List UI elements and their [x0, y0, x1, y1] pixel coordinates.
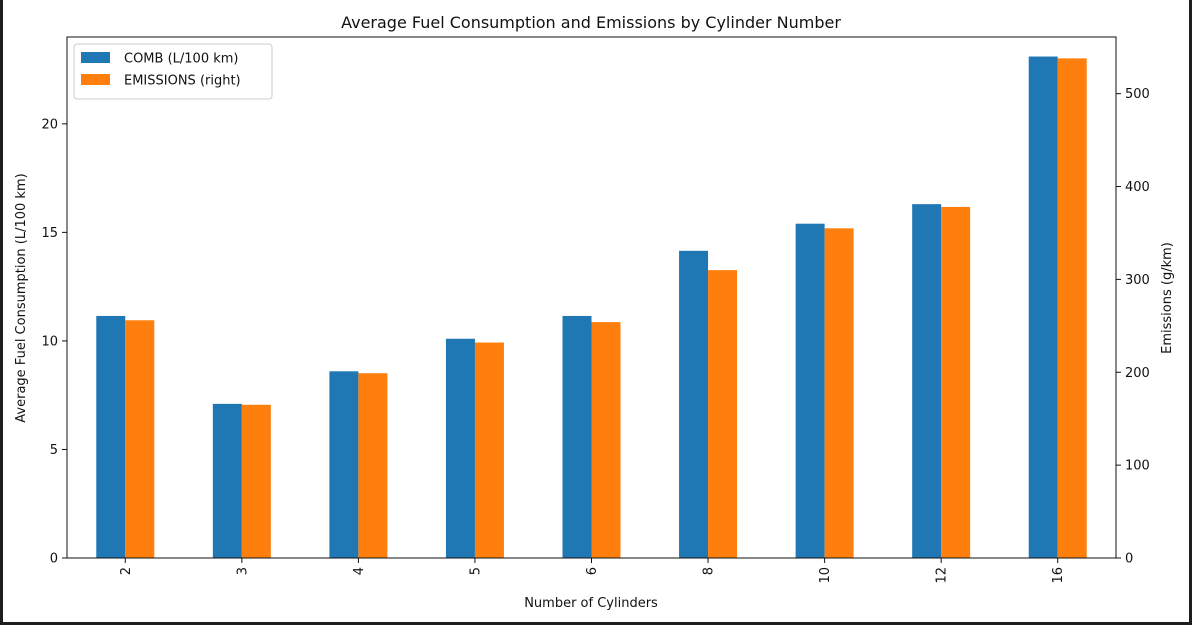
bar-comb-6 — [562, 315, 592, 558]
bar-emissions-6 — [591, 322, 621, 558]
bar-emissions-8 — [708, 270, 738, 558]
x-tick-label: 5 — [468, 567, 483, 575]
legend-swatch — [81, 52, 110, 63]
bar-emissions-10 — [824, 228, 854, 558]
bar-comb-16 — [1028, 56, 1058, 558]
y-right-tick-label: 300 — [1125, 273, 1150, 288]
legend: COMB (L/100 km) EMISSIONS (right) — [73, 43, 273, 100]
y-left-tick-label: 0 — [50, 552, 58, 567]
x-tick-label: 8 — [702, 567, 717, 575]
x-tick-label: 3 — [235, 567, 250, 575]
y-right-tick-label: 0 — [1125, 552, 1133, 567]
x-tick-label: 2 — [119, 567, 134, 575]
y-right-tick-label: 200 — [1125, 366, 1150, 381]
x-axis-label: Number of Cylinders — [524, 596, 658, 611]
legend-label: COMB (L/100 km) — [124, 52, 238, 67]
bar-emissions-4 — [358, 373, 388, 558]
bar-emissions-2 — [125, 320, 155, 558]
legend-box — [73, 43, 273, 100]
y-axis-right: 0 100 200 300 400 500 — [1116, 87, 1150, 567]
x-tick-label: 4 — [352, 567, 367, 575]
bar-comb-2 — [96, 315, 126, 558]
bar-comb-4 — [329, 371, 359, 558]
legend-swatch — [81, 74, 110, 85]
y-left-tick-label: 20 — [41, 117, 58, 132]
bar-emissions-16 — [1057, 58, 1087, 558]
bar-comb-12 — [912, 204, 942, 558]
chart-title: Average Fuel Consumption and Emissions b… — [341, 13, 841, 32]
x-tick-label: 10 — [818, 567, 833, 584]
bar-comb-3 — [212, 403, 242, 558]
y-right-tick-label: 400 — [1125, 180, 1150, 195]
bar-emissions-12 — [941, 206, 971, 558]
x-tick-label: 6 — [585, 567, 600, 575]
bars-layer — [96, 56, 1087, 559]
x-tick-label: 12 — [935, 567, 950, 584]
y-right-tick-label: 100 — [1125, 459, 1150, 474]
x-tick-label: 16 — [1051, 567, 1066, 584]
y-axis-left-label: Average Fuel Consumption (L/100 km) — [14, 173, 29, 422]
bar-comb-10 — [795, 223, 825, 559]
y-left-tick-label: 15 — [41, 226, 58, 241]
bar-comb-8 — [679, 250, 709, 558]
bar-comb-5 — [445, 338, 475, 558]
x-axis: 2 3 4 5 6 8 10 12 16 — [119, 558, 1066, 584]
y-left-tick-label: 5 — [50, 443, 58, 458]
legend-label: EMISSIONS (right) — [124, 74, 241, 89]
bar-emissions-5 — [474, 342, 504, 558]
bar-emissions-3 — [241, 404, 271, 558]
y-axis-right-label: Emissions (g/km) — [1160, 242, 1175, 354]
y-left-tick-label: 10 — [41, 334, 58, 349]
y-right-tick-label: 500 — [1125, 87, 1150, 102]
y-axis-left: 0 5 10 15 20 — [41, 117, 67, 567]
